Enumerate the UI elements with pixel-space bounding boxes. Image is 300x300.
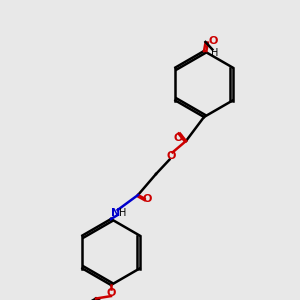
Text: O: O bbox=[208, 35, 218, 46]
Text: H: H bbox=[119, 208, 127, 218]
Text: O: O bbox=[166, 151, 176, 161]
Text: O: O bbox=[106, 287, 116, 298]
Text: O: O bbox=[174, 133, 183, 143]
Text: H: H bbox=[211, 47, 218, 58]
Text: O: O bbox=[142, 194, 152, 205]
Text: N: N bbox=[111, 208, 120, 218]
